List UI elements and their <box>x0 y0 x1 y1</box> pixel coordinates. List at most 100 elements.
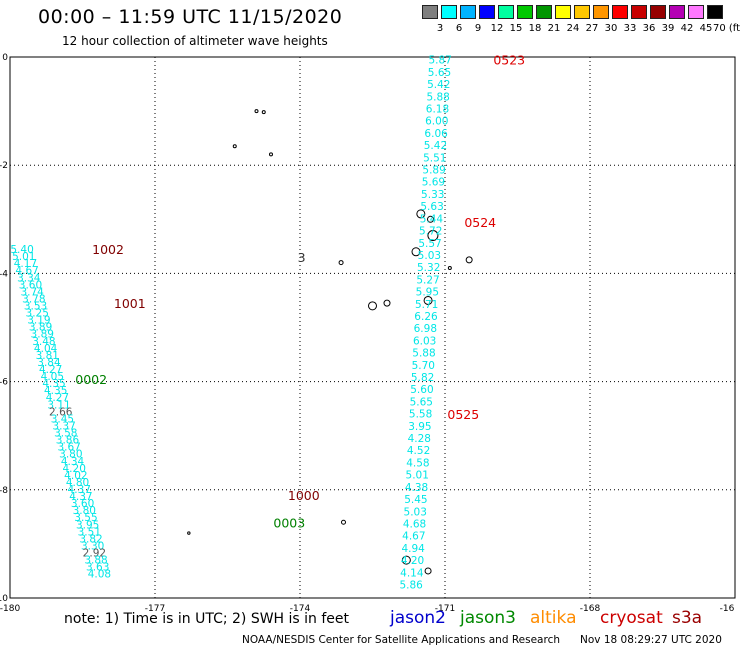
wave-height-value: 4.20 <box>63 463 86 475</box>
wave-height-value: 4.27 <box>39 364 62 376</box>
wave-height-value: 5.58 <box>409 409 432 421</box>
wave-height-value: 3.53 <box>24 301 47 313</box>
island <box>232 144 237 149</box>
scale-label: 15 <box>509 23 523 34</box>
wave-height-value: 5.86 <box>399 579 423 591</box>
pass-time-label: 0003 <box>273 515 305 530</box>
pass-time-label: 0002 <box>75 372 107 387</box>
wave-height-value: 4.02 <box>64 470 87 482</box>
wave-height-value: 4.08 <box>88 569 111 581</box>
y-tick-label: -4 <box>0 269 8 279</box>
y-tick-label: -2 <box>0 161 8 171</box>
wave-height-value: 4.67 <box>402 531 425 543</box>
x-tick-label: -174 <box>290 604 311 614</box>
scale-label: 39 <box>661 23 675 34</box>
wave-height-value: 4.04 <box>34 343 58 355</box>
wave-height-value: 5.69 <box>422 177 445 189</box>
wave-height-value: 4.52 <box>407 445 430 457</box>
x-tick-label: -16 <box>720 604 735 614</box>
island <box>261 110 266 115</box>
scale-swatch <box>498 5 514 19</box>
wave-height-value: 5.70 <box>412 360 435 372</box>
y-tick-label: -6 <box>0 378 8 388</box>
wave-height-value: 5.65 <box>410 396 433 408</box>
page-title: 00:00 – 11:59 UTC 11/15/2020 <box>38 6 343 28</box>
satellite-legend-altika: altika <box>530 608 577 628</box>
scale-swatch <box>555 5 571 19</box>
island <box>341 519 346 525</box>
wave-height-value: 2.92 <box>83 547 106 559</box>
scale-swatch <box>669 5 685 19</box>
wave-height-value: 5.01 <box>406 470 429 482</box>
wave-height-value: 5.44 <box>420 213 444 225</box>
scale-swatch <box>593 5 609 19</box>
island <box>368 301 377 311</box>
island <box>383 299 391 307</box>
wave-height-value: 5.57 <box>418 238 441 250</box>
wave-height-value: 3.86 <box>56 435 80 447</box>
wave-height-value: 3.34 <box>17 272 41 284</box>
satellite-legend-s3a: s3a <box>672 608 703 628</box>
wave-height-value: 3.19 <box>27 315 50 327</box>
scale-swatch <box>650 5 666 19</box>
wave-height-value: 3.60 <box>19 279 42 291</box>
satellite-legend-cryosat: cryosat <box>600 608 663 628</box>
wave-height-value: 3.74 <box>20 286 44 298</box>
wave-height-value: 6.18 <box>426 104 449 116</box>
scale-swatch <box>517 5 533 19</box>
wave-height-value: 6.26 <box>414 311 438 323</box>
wave-height-value: 4.94 <box>401 543 425 555</box>
scale-label: 33 <box>623 23 637 34</box>
wave-height-value: 5.71 <box>415 299 438 311</box>
wave-height-value: 4.67 <box>15 265 38 277</box>
scale-label: 42 <box>680 23 694 34</box>
wave-height-value: 3.81 <box>36 350 59 362</box>
wave-height-value: 6.06 <box>424 128 448 140</box>
wave-height-value: 5.60 <box>410 384 433 396</box>
timestamp-text: Nov 18 08:29:27 UTC 2020 <box>580 634 722 646</box>
scale-swatch <box>688 5 704 19</box>
wave-height-value: 5.45 <box>404 494 427 506</box>
wave-height-value: 4.27 <box>46 392 69 404</box>
wave-height-value: 4.20 <box>401 555 424 567</box>
scale-swatch <box>612 5 628 19</box>
wave-height-value: 4.38 <box>405 482 428 494</box>
wave-height-value: 3.95 <box>408 421 431 433</box>
y-tick-label: -8 <box>0 486 8 496</box>
wave-height-value: 5.42 <box>427 79 450 91</box>
island <box>411 247 421 257</box>
wave-height-value: 5.42 <box>424 140 447 152</box>
scale-swatch <box>707 5 723 19</box>
pass-time-label: 1002 <box>92 242 124 257</box>
wave-height-value: 5.03 <box>418 250 441 262</box>
scale-swatch <box>536 5 552 19</box>
scale-label: 18 <box>528 23 542 34</box>
wave-height-value: 5.87 <box>428 55 451 67</box>
map-frame <box>9 56 736 599</box>
wave-height-value: 5.89 <box>422 165 445 177</box>
island <box>424 567 432 575</box>
wave-height-value: 6.00 <box>425 116 448 128</box>
wave-height-value: 3.58 <box>54 428 77 440</box>
wave-height-value: 5.95 <box>416 287 439 299</box>
wave-height-value: 5.27 <box>416 274 439 286</box>
island <box>423 295 433 305</box>
scale-label: 27 <box>585 23 599 34</box>
wave-height-value: 3.67 <box>57 442 80 454</box>
x-tick-label: -171 <box>435 604 455 614</box>
scale-swatch <box>479 5 495 19</box>
scale-swatch <box>422 5 438 19</box>
wave-height-value: 5.88 <box>412 348 435 360</box>
wave-height-value: 3.30 <box>81 540 104 552</box>
island <box>427 215 434 223</box>
wave-height-value: 5.63 <box>420 201 443 213</box>
scale-label: 70 (ft) <box>713 23 740 34</box>
scale-swatch <box>574 5 590 19</box>
wave-height-value: 3.60 <box>71 498 94 510</box>
wave-height-value: 3.78 <box>22 293 45 305</box>
wave-height-value: 3.48 <box>32 336 55 348</box>
scale-swatch <box>631 5 647 19</box>
wave-height-value: 3.63 <box>86 562 109 574</box>
wave-height-value: 5.33 <box>421 189 444 201</box>
scale-label: 9 <box>474 23 482 34</box>
